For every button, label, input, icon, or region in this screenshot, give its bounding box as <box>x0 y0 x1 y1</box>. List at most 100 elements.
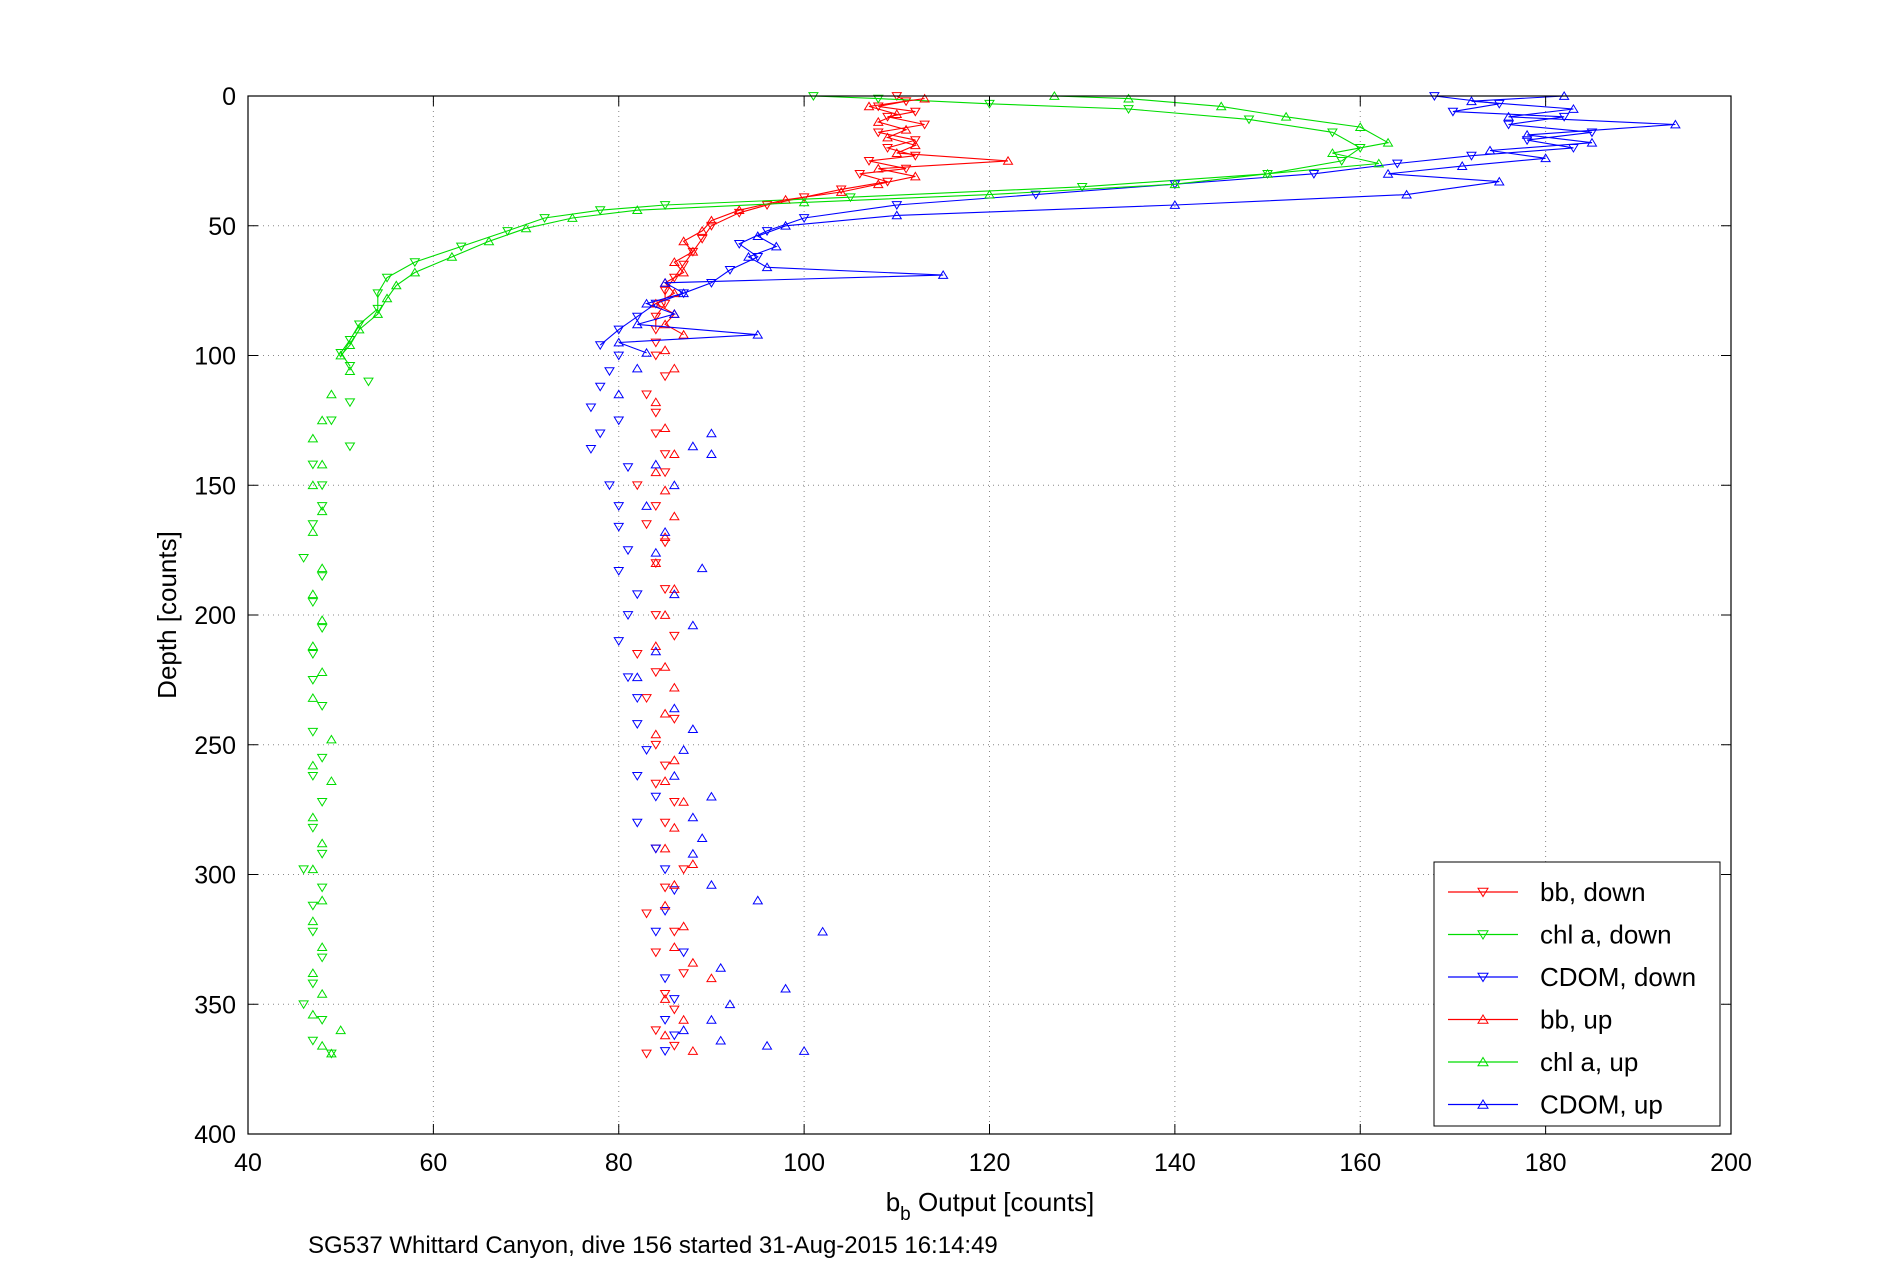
data-point <box>650 844 662 854</box>
series-line <box>340 95 1362 367</box>
data-point <box>668 755 680 765</box>
data-point <box>594 341 606 351</box>
data-point <box>650 729 662 739</box>
data-point <box>307 760 319 770</box>
data-point <box>650 668 662 678</box>
data-point <box>307 916 319 926</box>
data-point <box>316 797 328 807</box>
data-point <box>882 144 893 153</box>
data-point <box>520 223 532 233</box>
data-point <box>307 460 319 470</box>
data-point <box>678 948 690 958</box>
data-point <box>659 708 671 718</box>
data-point <box>798 214 810 223</box>
series-bb-up <box>650 93 1014 1055</box>
data-point <box>872 163 884 173</box>
data-point <box>659 661 671 671</box>
data-point <box>613 637 625 646</box>
data-point <box>344 362 356 371</box>
data-point <box>882 132 893 142</box>
data-point <box>631 319 643 329</box>
data-point <box>650 338 662 348</box>
data-point <box>502 227 513 236</box>
data-point <box>631 481 643 491</box>
data-point <box>372 308 384 318</box>
data-point <box>344 442 356 452</box>
legend-marker <box>1477 887 1489 898</box>
data-point <box>298 865 310 875</box>
data-point <box>326 734 337 744</box>
data-point <box>316 667 328 676</box>
data-point <box>659 974 671 984</box>
y-tick-label: 0 <box>222 83 236 111</box>
data-point <box>307 1009 319 1019</box>
data-point <box>307 927 319 937</box>
data-point <box>344 366 356 375</box>
data-point <box>678 236 690 246</box>
data-point <box>659 319 671 329</box>
data-point <box>706 449 717 458</box>
data-point <box>835 187 847 196</box>
data-point <box>733 240 745 249</box>
data-point <box>316 838 328 848</box>
data-point <box>631 720 643 730</box>
data-point <box>659 423 671 433</box>
y-tick-label: 150 <box>194 472 236 500</box>
data-point <box>733 205 745 215</box>
data-point <box>1169 179 1181 189</box>
legend-marker <box>1477 930 1489 940</box>
data-point <box>715 1035 727 1045</box>
data-point <box>631 672 643 682</box>
data-point <box>659 450 671 460</box>
data-point <box>594 382 606 392</box>
data-point <box>854 169 866 179</box>
data-point <box>298 1000 310 1010</box>
data-point <box>668 584 680 593</box>
data-point <box>316 988 328 998</box>
data-point <box>1456 161 1468 170</box>
data-point <box>1669 119 1681 129</box>
data-point <box>307 650 319 659</box>
data-point <box>622 673 634 683</box>
data-point <box>845 193 856 203</box>
data-point <box>659 468 671 478</box>
data-point <box>1391 159 1403 169</box>
data-point <box>696 563 708 573</box>
data-point <box>307 520 319 530</box>
data-point <box>316 953 328 963</box>
legend-marker <box>1477 1099 1489 1109</box>
data-point <box>668 886 680 896</box>
data-point <box>909 171 921 181</box>
data-point <box>668 942 680 952</box>
data-point <box>650 641 662 651</box>
data-point <box>668 511 680 521</box>
data-point <box>668 308 680 318</box>
data-point <box>650 611 662 621</box>
data-point <box>668 879 680 889</box>
data-point <box>650 547 662 557</box>
data-point <box>650 408 662 418</box>
data-point <box>316 415 328 425</box>
data-point <box>668 682 680 692</box>
data-point <box>316 942 328 952</box>
data-point <box>594 206 606 216</box>
x-tick-label: 40 <box>234 1149 262 1177</box>
data-point <box>891 210 903 220</box>
data-point <box>344 398 356 408</box>
data-point <box>641 909 652 919</box>
series-line <box>618 95 1676 354</box>
data-point <box>668 273 680 283</box>
data-point <box>1262 168 1273 178</box>
legend-entry: bb, up <box>1448 1005 1612 1035</box>
series-bb-down <box>631 92 931 1059</box>
series-chl-a-up <box>307 90 1394 1058</box>
data-point <box>335 1025 347 1035</box>
data-point <box>483 236 495 246</box>
legend-label: CDOM, down <box>1540 962 1696 992</box>
data-point <box>326 1048 337 1058</box>
y-axis-label: Depth [counts] <box>152 531 182 699</box>
data-point <box>307 676 319 685</box>
data-point <box>678 288 690 298</box>
data-point <box>659 485 671 495</box>
